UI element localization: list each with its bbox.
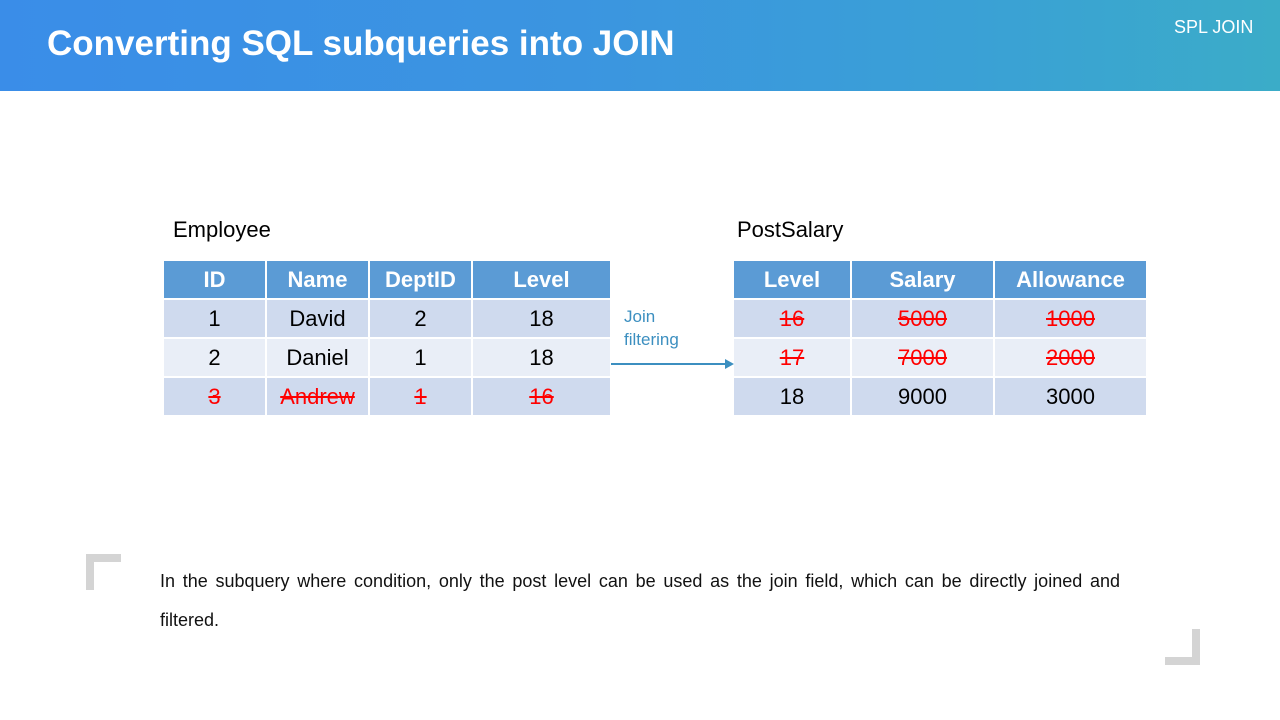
- header-row: ID Name DeptID Level: [164, 261, 610, 298]
- corner-bracket-top-left: [86, 554, 121, 590]
- table-cell: 18: [473, 339, 610, 376]
- table-cell: Daniel: [267, 339, 368, 376]
- column-header: ID: [164, 261, 265, 298]
- struck-cell: 17: [734, 339, 850, 376]
- table-row: 16 5000 1000: [734, 300, 1146, 337]
- table-cell: 9000: [852, 378, 993, 415]
- struck-cell: 1000: [995, 300, 1146, 337]
- corner-bracket-bottom-right: [1165, 629, 1200, 665]
- column-header: DeptID: [370, 261, 471, 298]
- struck-cell: 7000: [852, 339, 993, 376]
- table-cell: 18: [734, 378, 850, 415]
- table-cell: 2: [164, 339, 265, 376]
- struck-cell: Andrew: [267, 378, 368, 415]
- join-filtering-label: Join filtering: [624, 307, 679, 349]
- postsalary-table: Level Salary Allowance 16 5000 1000 17 7000 2000…: [732, 259, 1148, 417]
- note-text: In the subquery where condition, only th…: [160, 571, 1120, 630]
- column-header: Level: [734, 261, 850, 298]
- table-cell: David: [267, 300, 368, 337]
- employee-label: Employee: [173, 217, 271, 242]
- employee-table: ID Name DeptID Level 1 David 2 18 2 Daniel 1 18 3 And…: [162, 259, 612, 417]
- struck-cell: 3: [164, 378, 265, 415]
- header-row: Level Salary Allowance: [734, 261, 1146, 298]
- struck-cell: 16: [734, 300, 850, 337]
- section-tag: SPL JOIN: [1174, 17, 1254, 37]
- table-cell: 18: [473, 300, 610, 337]
- join-arrow: [611, 363, 727, 365]
- column-header: Name: [267, 261, 368, 298]
- struck-cell: 2000: [995, 339, 1146, 376]
- table-row: 3 Andrew 1 16: [164, 378, 610, 415]
- table-cell: 2: [370, 300, 471, 337]
- table-row: 18 9000 3000: [734, 378, 1146, 415]
- table-row: 1 David 2 18: [164, 300, 610, 337]
- table-row: 2 Daniel 1 18: [164, 339, 610, 376]
- table-cell: 3000: [995, 378, 1146, 415]
- struck-cell: 16: [473, 378, 610, 415]
- struck-cell: 5000: [852, 300, 993, 337]
- arrowhead-icon: [725, 359, 734, 369]
- column-header: Level: [473, 261, 610, 298]
- slide-title: Converting SQL subqueries into JOIN: [47, 24, 675, 63]
- column-header: Salary: [852, 261, 993, 298]
- struck-cell: 1: [370, 378, 471, 415]
- table-row: 17 7000 2000: [734, 339, 1146, 376]
- table-cell: 1: [370, 339, 471, 376]
- column-header: Allowance: [995, 261, 1146, 298]
- header-banner: Converting SQL subqueries into JOIN SPL …: [0, 0, 1280, 91]
- postsalary-label: PostSalary: [737, 217, 844, 242]
- table-cell: 1: [164, 300, 265, 337]
